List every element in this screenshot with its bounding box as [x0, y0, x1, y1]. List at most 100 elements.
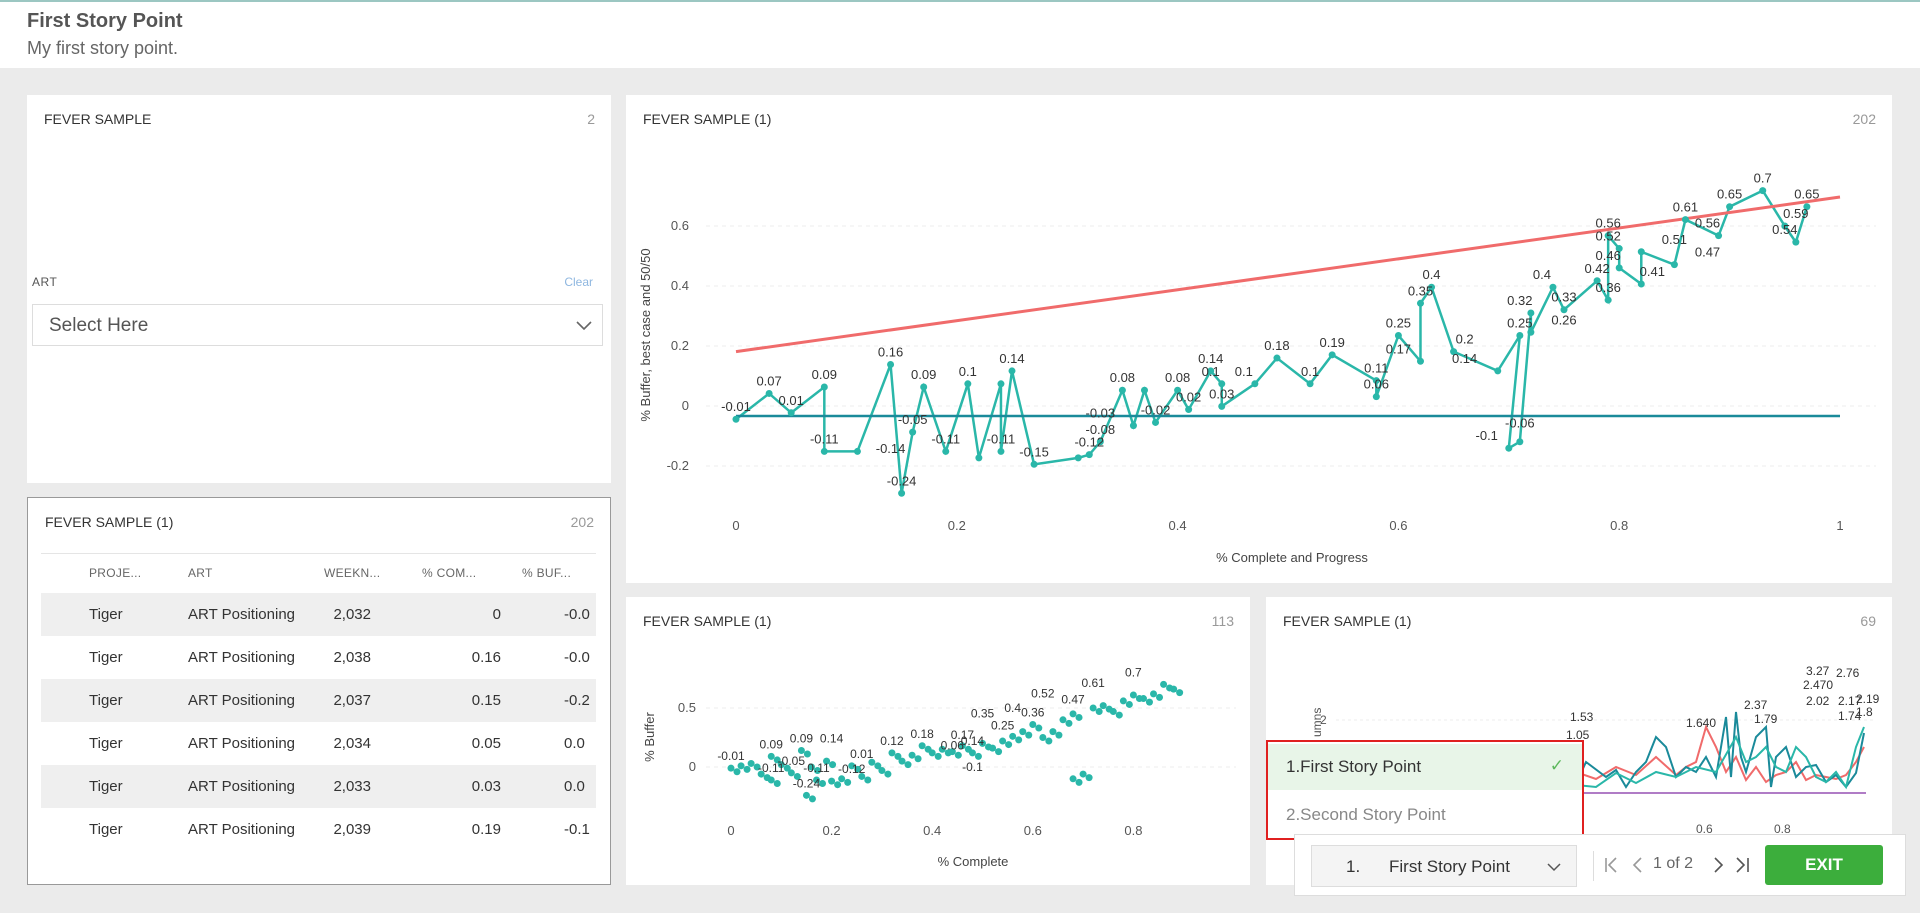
data-point — [853, 447, 861, 455]
data-point — [1174, 386, 1182, 394]
data-point — [807, 763, 815, 771]
data-label: -0.1 — [962, 760, 983, 774]
data-label: 0.25 — [1507, 316, 1532, 331]
previous-page-icon[interactable] — [1627, 852, 1649, 878]
scatter-panel: FEVER SAMPLE (1) 113 -0.01 0.09 -0.11 0.09-… — [626, 597, 1250, 885]
exit-button[interactable]: EXIT — [1765, 845, 1883, 885]
clear-filter-link[interactable]: Clear — [564, 275, 593, 289]
table-row[interactable]: Tiger ART Positioning 2,032 0 -0.0 — [41, 593, 596, 636]
cell-art: ART Positioning — [188, 606, 296, 623]
data-point — [989, 744, 997, 752]
check-icon: ✓ — [1549, 756, 1564, 775]
column-header-project[interactable]: PROJE... — [89, 566, 142, 580]
data-label: 0.65 — [1717, 187, 1742, 202]
data-label: 0.1 — [1301, 364, 1319, 379]
data-label: 0.03 — [1209, 386, 1234, 401]
data-point — [765, 389, 773, 397]
data-label: 0.25 — [1386, 316, 1411, 331]
column-header-weekn[interactable]: WEEKN... — [324, 566, 381, 580]
panel-count: 202 — [1852, 111, 1876, 127]
column-header-buffer[interactable]: % BUF... — [522, 566, 572, 580]
data-point — [844, 778, 852, 786]
x-tick: 0.8 — [1774, 822, 1791, 836]
data-point — [813, 776, 821, 784]
data-point — [1069, 710, 1077, 718]
cell-weekn: 2,032 — [333, 606, 371, 623]
y-axis-label: % Buffer, best case and 50/50 — [638, 248, 653, 421]
table-header: PROJE... ART WEEKN... % COM... % BUF... — [41, 553, 596, 589]
last-page-icon[interactable] — [1731, 852, 1753, 878]
data-point — [828, 777, 836, 785]
data-point — [908, 751, 916, 759]
data-point — [979, 739, 986, 747]
data-label: 0.32 — [1507, 293, 1532, 308]
first-page-icon[interactable] — [1601, 852, 1623, 878]
data-label: 0.59 — [1783, 206, 1808, 221]
next-page-icon[interactable] — [1707, 852, 1729, 878]
panel-title: FEVER SAMPLE — [44, 111, 152, 127]
data-point — [802, 791, 810, 799]
data-point — [1085, 774, 1093, 782]
panel-count: 113 — [1211, 613, 1234, 629]
table-row[interactable]: Tiger ART Positioning 2,037 0.15 -0.2 — [41, 679, 596, 722]
data-label: 1.79 — [1754, 712, 1778, 726]
cell-art: ART Positioning — [188, 692, 296, 709]
fever-line-chart[interactable]: -0.010.070.010.09-0.110.16-0.14-0.24-0.0… — [626, 95, 1892, 583]
data-point — [1019, 728, 1027, 736]
panel-count: 2 — [587, 111, 595, 127]
data-point — [1109, 708, 1117, 716]
panel-title: FEVER SAMPLE (1) — [643, 111, 772, 127]
data-point — [874, 762, 882, 770]
table-row[interactable]: Tiger ART Positioning 2,033 0.03 0.0 — [41, 765, 596, 808]
data-point — [1150, 690, 1158, 698]
chevron-down-icon — [1546, 859, 1562, 880]
art-select-dropdown[interactable]: Select Here — [32, 304, 603, 346]
data-point — [995, 748, 1003, 756]
data-point — [974, 752, 982, 760]
story-menu-item-second[interactable]: 2.Second Story Point — [1268, 792, 1582, 838]
fever-scatter-chart[interactable]: -0.010.09-0.110.09-0.05-0.24-0.110.140.0… — [626, 597, 1250, 885]
data-point — [1185, 406, 1193, 414]
column-header-art[interactable]: ART — [188, 566, 213, 580]
data-point — [1715, 232, 1723, 240]
data-label: 0.09 — [760, 737, 784, 751]
data-point — [1792, 238, 1800, 246]
data-point — [823, 757, 831, 765]
cell-weekn: 2,039 — [333, 821, 371, 838]
data-label: 0.11 — [1364, 361, 1388, 376]
data-label: 0.18 — [910, 727, 934, 741]
data-label: 0.12 — [880, 734, 904, 748]
data-point — [1372, 377, 1380, 385]
data-point — [1118, 386, 1126, 394]
table-row[interactable]: Tiger ART Positioning 2,039 0.19 -0.1 — [41, 808, 596, 851]
y-tick-label: 0.5 — [678, 700, 696, 715]
data-label: 0.1 — [959, 364, 977, 379]
data-point — [1759, 187, 1767, 195]
data-label: 0.65 — [1794, 187, 1819, 202]
data-point — [918, 742, 926, 750]
data-label: 0.54 — [1772, 222, 1797, 237]
story-menu-item-first[interactable]: 1.First Story Point ✓ — [1268, 744, 1582, 790]
data-point — [1140, 386, 1148, 394]
table-row[interactable]: Tiger ART Positioning 2,038 0.16 -0.0 — [41, 636, 596, 679]
data-label: 0.08 — [1110, 370, 1135, 385]
data-point — [878, 767, 886, 775]
data-point — [1273, 354, 1281, 362]
data-point — [888, 749, 896, 757]
cell-weekn: 2,038 — [333, 649, 371, 666]
data-point — [1593, 277, 1601, 285]
data-point — [975, 454, 983, 462]
table-row[interactable]: Tiger ART Positioning 2,034 0.05 0.0 — [41, 722, 596, 765]
data-point — [1416, 357, 1424, 365]
column-header-complete[interactable]: % COM... — [422, 566, 477, 580]
mini-chart-ylabel: umns — [1310, 708, 1324, 737]
cell-project: Tiger — [89, 649, 123, 666]
y-tick-label: 0.2 — [671, 338, 689, 353]
mini-chart[interactable]: umns 2 1.53 1.05 1.640 2.37 1.79 3.27 2.… — [1266, 597, 1892, 885]
data-label: 0.47 — [1061, 693, 1085, 707]
data-point — [1527, 309, 1535, 317]
data-point — [1372, 393, 1380, 401]
story-point-select[interactable]: 1. First Story Point — [1311, 845, 1577, 887]
data-label: 0.06 — [1364, 377, 1389, 392]
data-point — [1005, 741, 1013, 749]
